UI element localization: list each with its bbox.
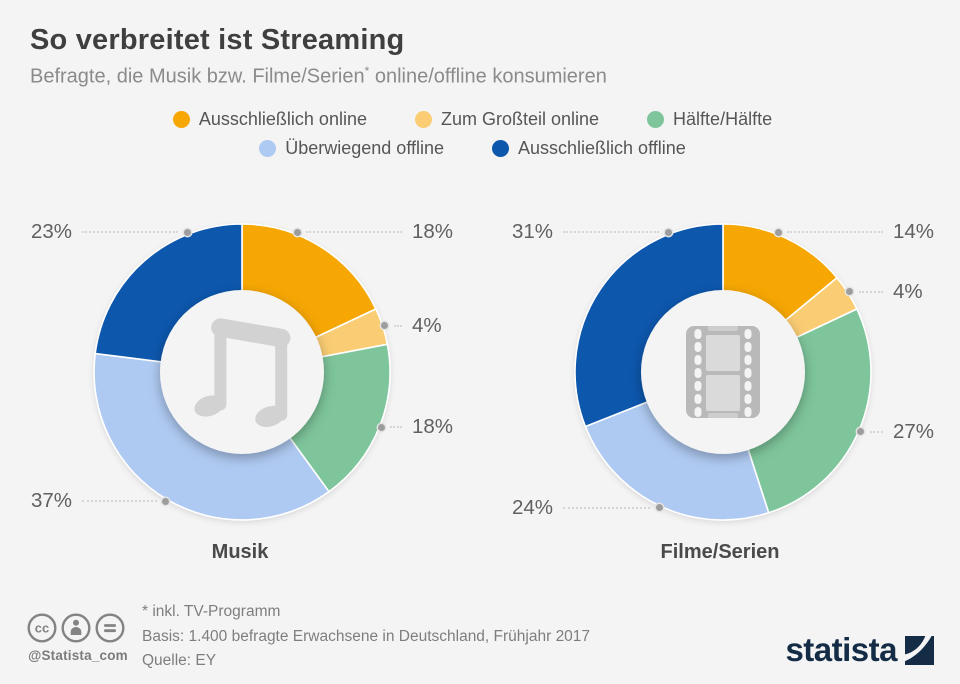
leader-line [306,231,402,234]
leader-dot [162,497,170,505]
legend-color-dot [172,111,190,128]
legend-label: Ausschließlich online [198,109,367,129]
leader-line [858,290,883,293]
leader-line [869,430,883,433]
percent-label: 31% [511,220,553,244]
subtitle-text-end: online/offline konsumieren [369,65,607,88]
leader-line [787,231,883,234]
music-note-icon [194,318,291,428]
legend-row: Ausschließlich online Zum Großteil online… [172,109,772,130]
percent-label: 27% [893,419,935,443]
percent-label: 18% [412,220,454,244]
leader-dot [381,322,389,330]
footnotes: * inkl. TV-Programm Basis: 1.400 befragt… [142,600,590,674]
legend-color-dot [259,140,277,157]
leader-dot [774,228,782,236]
leader-line [563,231,659,234]
legend-color-dot [647,111,665,128]
chart-musik: Musik 18% 4% 18% 37% 23% [0,205,480,585]
legend-item: Zum Großteil online [414,109,600,130]
footnote-basis: Basis: 1.400 befragte Erwachsene in Deut… [142,627,591,645]
footnote-asterisk: * inkl. TV-Programm [142,603,281,620]
cc-license-icons: cc [26,612,128,649]
leader-dot [857,428,865,436]
chart-title-musik: Musik [211,541,269,563]
leader-dot [293,228,301,236]
film-strip-icon [686,326,760,418]
donut-hole [160,290,324,454]
legend-item: Ausschließlich online [172,109,367,130]
percent-label: 37% [30,488,72,512]
leader-line [390,426,402,429]
page-title: So verbreitet ist Streaming [30,24,405,56]
percent-label: 4% [893,279,923,303]
leader-line [563,506,651,509]
legend-label: Überwiegend offline [285,138,445,158]
leader-dot [655,504,663,512]
svg-text:cc: cc [35,621,49,636]
percent-label: 14% [893,220,935,244]
legend-color-dot [492,140,510,157]
chart-filme: Filme/Serien 14% 4% 27% 24% 31% [480,205,960,585]
leader-dot [846,288,854,296]
percent-label: 4% [412,313,442,337]
statista-logo-mark [905,635,934,665]
leader-dot [664,228,672,236]
leader-dot [183,228,191,236]
donut-musik [93,223,391,521]
page-subtitle: Befragte, die Musik bzw. Filme/Serien* o… [30,64,607,89]
leader-line [393,324,402,327]
legend-label: Hälfte/Hälfte [673,109,773,129]
legend-color-dot [414,111,432,128]
footnote-source: Quelle: EY [142,652,217,669]
percent-label: 18% [412,414,454,438]
percent-label: 24% [511,495,553,519]
legend-row: Überwiegend offline Ausschließlich offlin… [259,138,686,159]
legend-label: Zum Großteil online [440,109,600,129]
subtitle-text: Befragte, die Musik bzw. Filme/Serien [30,65,365,88]
statista-logo: statista [785,631,934,669]
cc-license-icon [27,613,57,643]
legend-item: Ausschließlich offline [492,138,686,159]
statista-logo-text: statista [785,631,897,668]
leader-dot [377,423,385,431]
chart-title-filme: Filme/Serien [660,541,780,563]
legend-item: Überwiegend offline [259,138,444,159]
statista-handle: @Statista_com [28,648,128,663]
subtitle-asterisk: * [364,64,370,78]
donut-filme [574,223,872,521]
cc-attribution-icon [61,613,91,643]
cc-no-derivatives-icon [95,613,125,643]
percent-label: 23% [30,220,72,244]
legend: Ausschließlich online Zum Großteil online… [0,109,945,159]
leader-line [82,231,178,234]
legend-item: Hälfte/Hälfte [647,109,772,130]
leader-line [82,500,157,503]
legend-label: Ausschließlich offline [518,138,686,158]
